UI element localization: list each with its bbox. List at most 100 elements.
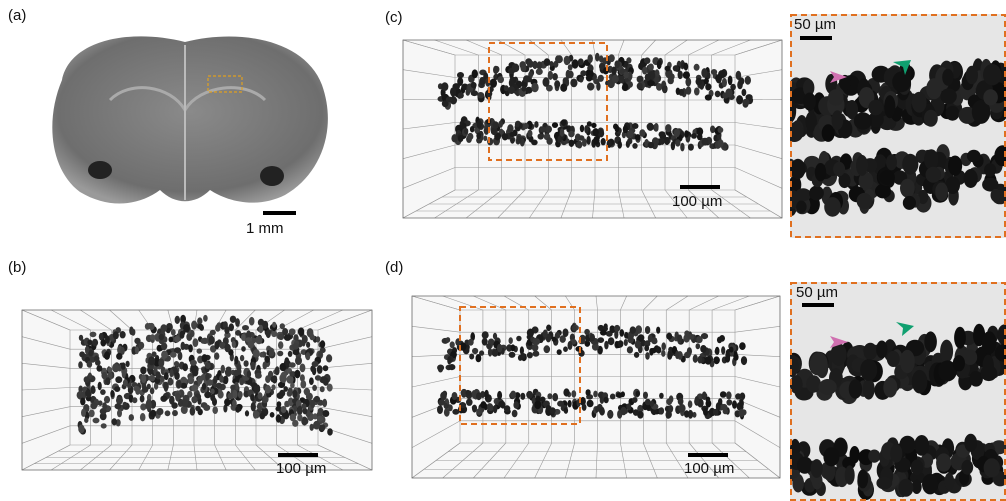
cell xyxy=(102,402,107,410)
cell xyxy=(792,473,804,493)
cell xyxy=(562,77,569,84)
cell xyxy=(200,338,206,344)
cell xyxy=(217,390,224,399)
cell xyxy=(701,68,708,78)
cell xyxy=(283,334,292,341)
cell xyxy=(128,394,134,403)
cell xyxy=(735,70,742,80)
cell xyxy=(695,77,703,86)
cell xyxy=(741,88,747,97)
cell xyxy=(78,334,84,341)
cell xyxy=(997,324,1006,346)
cell xyxy=(299,374,305,382)
cell xyxy=(278,382,285,388)
cell xyxy=(790,158,806,180)
grid-line xyxy=(734,122,783,130)
cell xyxy=(982,354,994,378)
cell xyxy=(155,371,161,380)
cell xyxy=(654,76,660,84)
cell xyxy=(451,134,459,143)
cell xyxy=(516,135,522,144)
cell xyxy=(247,341,254,349)
render-box xyxy=(21,309,373,471)
cell xyxy=(645,352,650,360)
cell xyxy=(892,71,911,93)
cell xyxy=(665,411,671,419)
cell xyxy=(85,389,92,398)
cell xyxy=(644,57,651,64)
cell xyxy=(310,365,316,373)
grid-line xyxy=(734,376,781,388)
cell xyxy=(545,125,552,133)
cell xyxy=(168,336,174,343)
cell xyxy=(297,405,303,415)
cell xyxy=(948,155,963,176)
cell xyxy=(224,368,232,377)
cell xyxy=(201,382,207,391)
cell xyxy=(884,95,896,119)
cell xyxy=(532,60,538,70)
cell xyxy=(600,329,607,336)
cell xyxy=(994,344,1006,362)
cell xyxy=(487,404,494,411)
cell xyxy=(496,343,503,353)
grid-line xyxy=(402,39,456,56)
cell xyxy=(164,410,171,417)
cell xyxy=(224,398,231,407)
cell xyxy=(182,363,188,372)
grid-line xyxy=(734,354,781,357)
cell xyxy=(627,130,634,138)
cell xyxy=(262,320,269,330)
inset-image xyxy=(790,14,1006,238)
cell xyxy=(719,391,727,398)
grid-line xyxy=(402,122,456,130)
cell xyxy=(693,63,700,71)
scale-label: 100 µm xyxy=(672,193,722,210)
cell xyxy=(552,393,559,402)
cell xyxy=(242,325,249,331)
cell xyxy=(845,100,859,120)
cell xyxy=(844,465,855,485)
cell xyxy=(493,65,499,75)
cell xyxy=(858,171,874,191)
cell xyxy=(191,384,199,392)
cell xyxy=(803,79,815,97)
cell xyxy=(183,324,190,333)
cell xyxy=(197,317,203,325)
cell xyxy=(141,386,149,393)
cell xyxy=(277,350,284,357)
grid-line xyxy=(80,309,112,331)
cell xyxy=(839,74,851,91)
cell xyxy=(492,332,498,340)
cell xyxy=(542,329,548,338)
cell xyxy=(562,328,569,338)
cell xyxy=(437,364,445,371)
cell xyxy=(619,329,625,337)
cell xyxy=(697,355,703,364)
cell xyxy=(640,339,646,347)
cell xyxy=(100,389,106,395)
cell xyxy=(275,414,282,423)
cell xyxy=(243,360,249,367)
cell xyxy=(471,390,476,399)
cell xyxy=(586,399,594,408)
cell xyxy=(838,173,851,189)
cell xyxy=(507,124,514,133)
cell xyxy=(138,341,145,350)
cell xyxy=(97,381,102,391)
cell xyxy=(214,352,220,360)
cell xyxy=(672,65,680,72)
cell xyxy=(78,385,83,393)
cell xyxy=(593,390,598,398)
cell xyxy=(580,70,587,77)
cell xyxy=(666,332,673,340)
cell xyxy=(235,330,242,336)
cell xyxy=(673,128,681,138)
cell xyxy=(714,90,721,98)
cell xyxy=(620,406,627,416)
cell xyxy=(80,397,86,406)
cell xyxy=(438,399,446,406)
cell xyxy=(924,331,937,353)
grid-line xyxy=(21,336,71,350)
brain-image xyxy=(52,36,328,204)
